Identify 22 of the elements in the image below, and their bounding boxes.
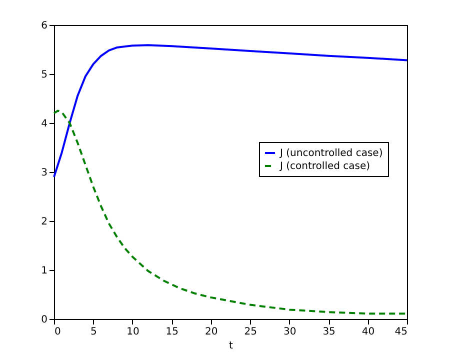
line-series xyxy=(53,110,408,315)
y-tick-label: 0 xyxy=(41,314,48,326)
x-tick-label: 30 xyxy=(283,326,296,338)
x-tick-label: 10 xyxy=(126,326,140,338)
y-tick-label: 2 xyxy=(41,216,48,228)
x-tick-label: 5 xyxy=(90,326,97,338)
x-tick-label: 25 xyxy=(244,326,257,338)
x-tick-label: 15 xyxy=(166,326,179,338)
line-series xyxy=(53,44,408,178)
x-tick-label: 45 xyxy=(394,326,408,338)
x-tick-label: 40 xyxy=(362,326,375,338)
y-tick-label: 4 xyxy=(41,118,48,130)
x-axis-title: t xyxy=(229,340,234,352)
legend-label: J (uncontrolled case) xyxy=(279,148,383,159)
y-tick-label: 6 xyxy=(41,20,48,32)
x-tick-label: 0 xyxy=(54,326,61,338)
legend-label: J (controlled case) xyxy=(279,161,370,172)
y-tick-label: 5 xyxy=(41,70,48,80)
x-tick-label: 20 xyxy=(205,326,218,338)
y-tick-label: 1 xyxy=(41,266,48,276)
y-tick-label: 3 xyxy=(41,168,48,178)
x-tick-label: 35 xyxy=(322,326,336,338)
